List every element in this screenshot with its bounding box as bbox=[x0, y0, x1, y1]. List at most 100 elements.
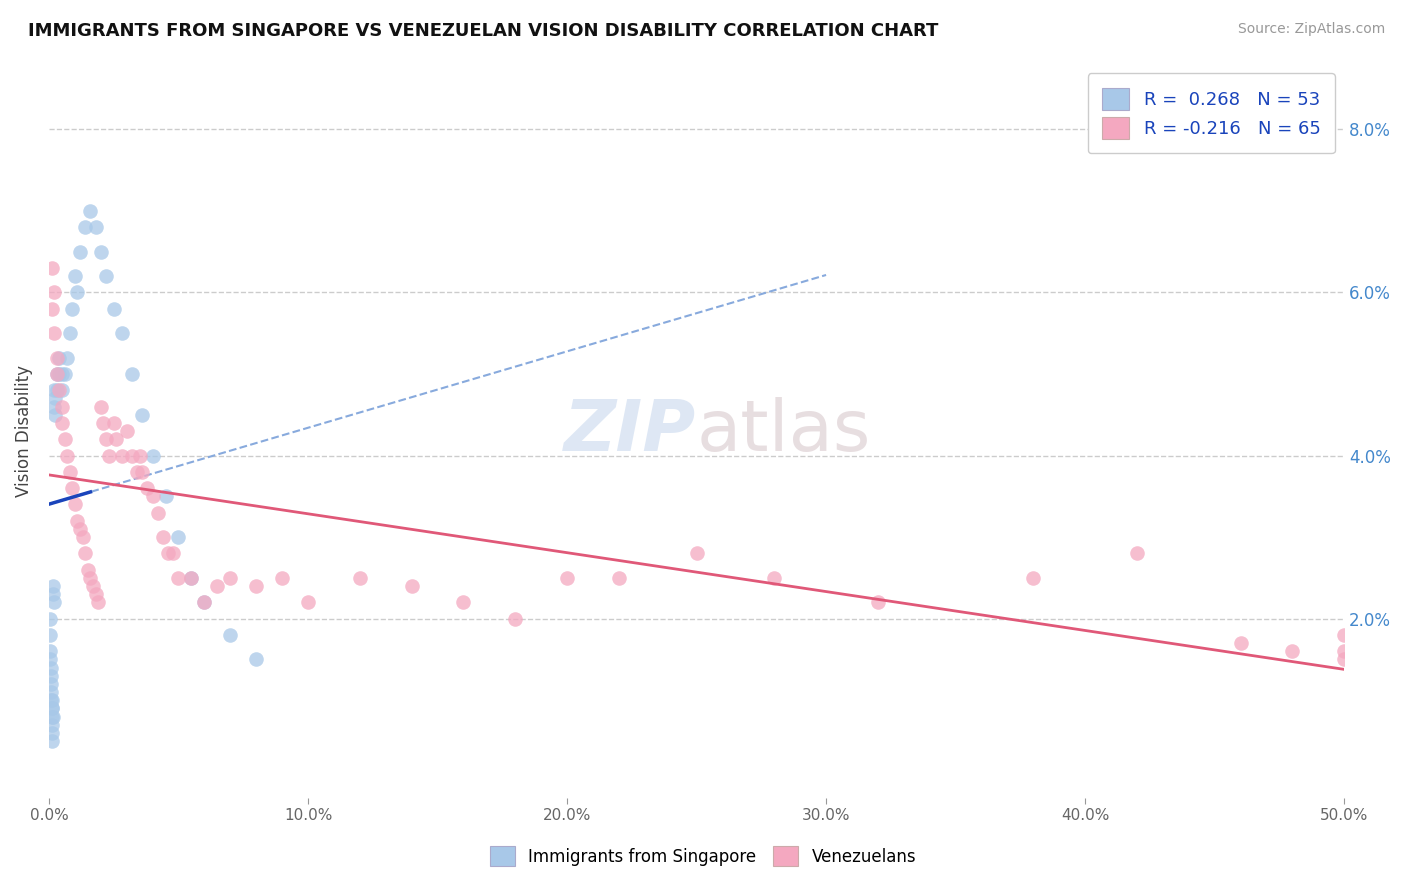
Point bbox=[1281, 644, 1303, 658]
Point bbox=[401, 579, 423, 593]
Point bbox=[56, 351, 79, 365]
Point bbox=[128, 449, 150, 463]
Point bbox=[245, 652, 267, 666]
Point bbox=[94, 269, 117, 284]
Point bbox=[45, 351, 67, 365]
Point bbox=[97, 449, 120, 463]
Text: atlas: atlas bbox=[696, 397, 870, 466]
Point bbox=[115, 424, 138, 438]
Point bbox=[44, 400, 66, 414]
Point bbox=[142, 489, 165, 503]
Point bbox=[41, 693, 63, 707]
Point bbox=[180, 571, 202, 585]
Point bbox=[193, 595, 215, 609]
Point bbox=[41, 726, 63, 740]
Point bbox=[39, 644, 62, 658]
Point bbox=[136, 481, 159, 495]
Point bbox=[152, 530, 174, 544]
Point bbox=[39, 677, 62, 691]
Point bbox=[763, 571, 786, 585]
Point bbox=[75, 546, 97, 560]
Point bbox=[167, 571, 190, 585]
Point bbox=[42, 579, 65, 593]
Point bbox=[41, 709, 63, 723]
Point bbox=[60, 301, 83, 316]
Point bbox=[39, 693, 62, 707]
Point bbox=[157, 546, 180, 560]
Point bbox=[1333, 652, 1355, 666]
Point bbox=[69, 244, 91, 259]
Point bbox=[45, 367, 67, 381]
Point bbox=[44, 392, 66, 406]
Point bbox=[59, 326, 82, 341]
Point bbox=[155, 489, 177, 503]
Point bbox=[142, 449, 165, 463]
Point bbox=[45, 384, 67, 398]
Point bbox=[45, 367, 67, 381]
Point bbox=[79, 203, 101, 218]
Point bbox=[131, 408, 153, 422]
Point bbox=[56, 449, 79, 463]
Point bbox=[51, 400, 73, 414]
Point bbox=[121, 367, 143, 381]
Text: IMMIGRANTS FROM SINGAPORE VS VENEZUELAN VISION DISABILITY CORRELATION CHART: IMMIGRANTS FROM SINGAPORE VS VENEZUELAN … bbox=[28, 22, 938, 40]
Point bbox=[41, 709, 63, 723]
Point bbox=[42, 587, 65, 601]
Point bbox=[41, 701, 63, 715]
Point bbox=[72, 530, 94, 544]
Point bbox=[103, 301, 125, 316]
Point bbox=[1229, 636, 1251, 650]
Point bbox=[219, 571, 242, 585]
Point bbox=[146, 506, 169, 520]
Point bbox=[685, 546, 707, 560]
Point bbox=[110, 449, 132, 463]
Point bbox=[453, 595, 475, 609]
Legend: Immigrants from Singapore, Venezuelans: Immigrants from Singapore, Venezuelans bbox=[482, 838, 924, 875]
Point bbox=[39, 660, 62, 674]
Point bbox=[44, 326, 66, 341]
Point bbox=[48, 367, 70, 381]
Point bbox=[79, 571, 101, 585]
Point bbox=[63, 498, 86, 512]
Point bbox=[53, 367, 76, 381]
Point bbox=[167, 530, 190, 544]
Point bbox=[219, 628, 242, 642]
Point bbox=[180, 571, 202, 585]
Point bbox=[39, 685, 62, 699]
Point bbox=[131, 465, 153, 479]
Point bbox=[44, 285, 66, 300]
Point bbox=[69, 522, 91, 536]
Point bbox=[110, 326, 132, 341]
Point bbox=[125, 465, 148, 479]
Point bbox=[48, 351, 70, 365]
Point bbox=[121, 449, 143, 463]
Point bbox=[162, 546, 184, 560]
Point bbox=[51, 416, 73, 430]
Point bbox=[75, 220, 97, 235]
Point bbox=[1022, 571, 1045, 585]
Point bbox=[87, 595, 110, 609]
Point bbox=[41, 260, 63, 275]
Point bbox=[193, 595, 215, 609]
Point bbox=[41, 701, 63, 715]
Point bbox=[63, 269, 86, 284]
Point bbox=[44, 408, 66, 422]
Point bbox=[42, 595, 65, 609]
Point bbox=[1333, 644, 1355, 658]
Point bbox=[207, 579, 229, 593]
Point bbox=[41, 301, 63, 316]
Point bbox=[48, 384, 70, 398]
Point bbox=[103, 416, 125, 430]
Point bbox=[105, 432, 128, 446]
Point bbox=[271, 571, 294, 585]
Point bbox=[90, 400, 112, 414]
Point bbox=[297, 595, 319, 609]
Point bbox=[53, 432, 76, 446]
Point bbox=[39, 628, 62, 642]
Point bbox=[90, 244, 112, 259]
Point bbox=[51, 367, 73, 381]
Legend: R =  0.268   N = 53, R = -0.216   N = 65: R = 0.268 N = 53, R = -0.216 N = 65 bbox=[1088, 73, 1336, 153]
Point bbox=[607, 571, 630, 585]
Point bbox=[82, 579, 104, 593]
Point bbox=[866, 595, 889, 609]
